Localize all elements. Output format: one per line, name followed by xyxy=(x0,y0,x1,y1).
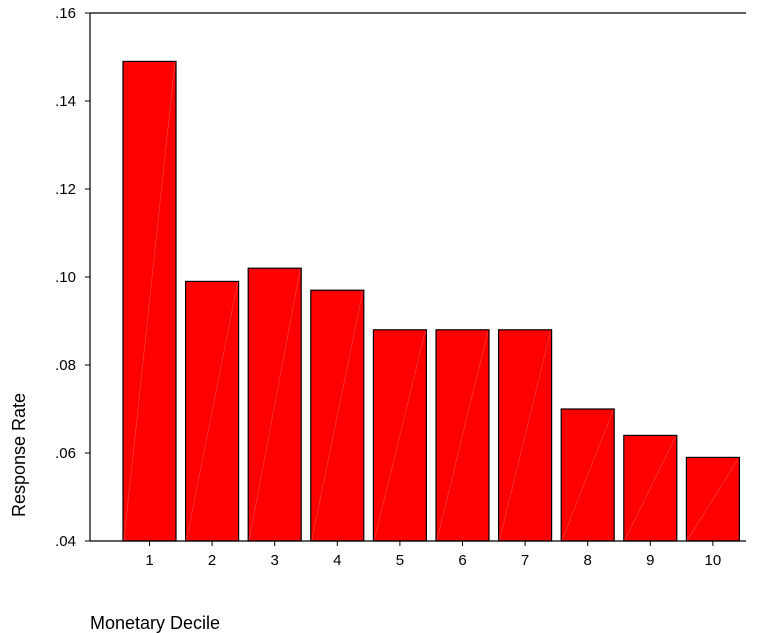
x-tick-label: 5 xyxy=(396,552,404,569)
y-tick-label: .10 xyxy=(55,269,76,286)
bar-seam xyxy=(248,269,301,541)
bar-7 xyxy=(498,329,553,542)
y-tick-label: .14 xyxy=(55,93,76,110)
bar-6 xyxy=(435,329,490,542)
y-tick-label: .16 xyxy=(55,5,76,22)
x-tick-label: 6 xyxy=(458,552,466,569)
x-tick-label: 9 xyxy=(646,552,654,569)
bar-seam xyxy=(123,62,176,541)
x-tick-label: 4 xyxy=(333,552,341,569)
x-tick-label: 1 xyxy=(145,552,153,569)
x-axis-title: Monetary Decile xyxy=(90,613,220,633)
y-tick-label: .06 xyxy=(55,445,76,462)
x-tick-label: 8 xyxy=(584,552,592,569)
bar-seam xyxy=(436,330,489,541)
bar-1 xyxy=(122,60,177,542)
x-ticks: 1 2 3 4 5 6 7 8 9 10 xyxy=(145,541,721,569)
bar-4 xyxy=(310,289,365,542)
bar-2 xyxy=(185,280,240,542)
bar-seam xyxy=(624,436,677,541)
y-ticks: .04 .06 .08 .10 .12 .14 .16 xyxy=(55,5,90,550)
bar-3 xyxy=(247,267,302,542)
y-tick-label: .04 xyxy=(55,533,76,550)
y-tick-label: .08 xyxy=(55,357,76,374)
bar-10 xyxy=(685,456,741,542)
bar-seam xyxy=(374,330,426,541)
bar-seam xyxy=(186,282,238,541)
y-axis-title: Response Rate xyxy=(9,393,29,517)
bar-5 xyxy=(372,329,427,542)
x-tick-label: 7 xyxy=(521,552,529,569)
bar-seam xyxy=(687,458,739,541)
x-tick-label: 2 xyxy=(208,552,216,569)
y-tick-label: .12 xyxy=(55,181,76,198)
bar-9 xyxy=(623,434,678,542)
x-tick-label: 3 xyxy=(271,552,279,569)
bars xyxy=(122,60,741,542)
bar-seam xyxy=(311,291,364,541)
bar-seam xyxy=(499,330,551,541)
bar-8 xyxy=(560,408,615,542)
bar-seam xyxy=(561,409,614,541)
x-tick-label: 10 xyxy=(705,552,722,569)
